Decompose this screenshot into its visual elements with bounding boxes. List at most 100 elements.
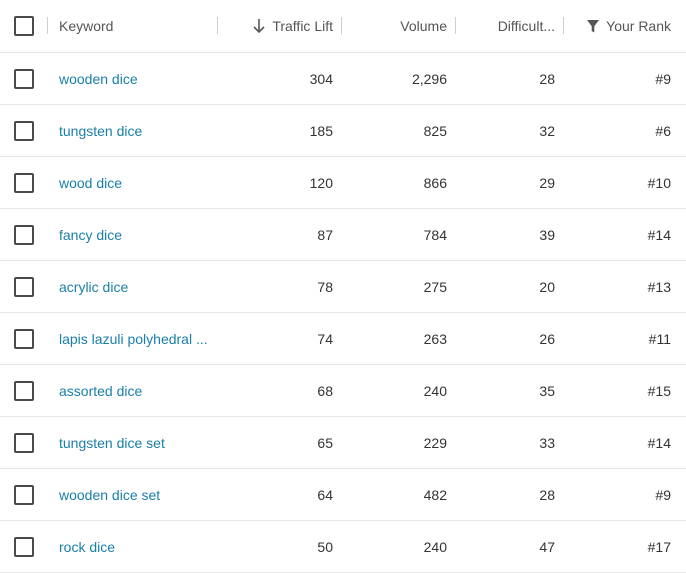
- keyword-cell: rock dice: [59, 521, 214, 572]
- volume-value: 825: [423, 122, 447, 139]
- keyword-link[interactable]: rock dice: [59, 538, 116, 555]
- column-divider[interactable]: [341, 17, 342, 34]
- column-divider[interactable]: [563, 17, 564, 34]
- keyword-link[interactable]: acrylic dice: [59, 278, 129, 295]
- difficulty-value: 39: [539, 226, 555, 243]
- select-all-cell: [14, 0, 34, 52]
- column-header-traffic-lift[interactable]: Traffic Lift: [230, 0, 333, 52]
- row-checkbox[interactable]: [14, 328, 34, 349]
- difficulty-value: 29: [539, 174, 555, 191]
- traffic-lift-value: 68: [317, 382, 333, 399]
- column-divider[interactable]: [47, 17, 48, 34]
- keyword-cell: tungsten dice: [59, 105, 214, 156]
- keyword-link[interactable]: wooden dice: [59, 70, 138, 87]
- column-header-difficulty[interactable]: Difficult...: [456, 0, 555, 52]
- difficulty-value: 28: [539, 486, 555, 503]
- keyword-cell: wooden dice set: [59, 469, 214, 520]
- traffic-lift-value: 87: [317, 226, 333, 243]
- column-header-your-rank-label: Your Rank: [606, 18, 671, 34]
- select-all-checkbox[interactable]: [14, 16, 34, 36]
- table-row: wooden dice set 64 482 28 #9: [0, 469, 686, 521]
- table-row: fancy dice 87 784 39 #14: [0, 209, 686, 261]
- difficulty-value: 20: [539, 278, 555, 295]
- row-checkbox[interactable]: [14, 484, 34, 505]
- table-row: lapis lazuli polyhedral ... 74 263 26 #1…: [0, 313, 686, 365]
- row-checkbox[interactable]: [14, 172, 34, 193]
- traffic-lift-value: 65: [317, 434, 333, 451]
- rank-value: #14: [647, 434, 671, 451]
- row-select-cell: [14, 105, 34, 156]
- column-header-difficulty-label: Difficult...: [497, 18, 555, 34]
- keyword-cell: wood dice: [59, 157, 214, 208]
- traffic-lift-value: 304: [309, 70, 333, 87]
- row-select-cell: [14, 365, 34, 416]
- filter-icon[interactable]: [586, 19, 600, 34]
- column-header-volume-label: Volume: [400, 18, 447, 34]
- row-select-cell: [14, 209, 34, 260]
- keyword-cell: acrylic dice: [59, 261, 214, 312]
- volume-value: 784: [423, 226, 447, 243]
- rank-value: #10: [647, 174, 671, 191]
- row-select-cell: [14, 313, 34, 364]
- column-divider[interactable]: [217, 17, 218, 34]
- row-checkbox[interactable]: [14, 380, 34, 401]
- table-row: assorted dice 68 240 35 #15: [0, 365, 686, 417]
- table-row: rock dice 50 240 47 #17: [0, 521, 686, 573]
- column-header-your-rank[interactable]: Your Rank: [565, 0, 671, 52]
- row-checkbox[interactable]: [14, 224, 34, 245]
- traffic-lift-value: 50: [317, 538, 333, 555]
- table-body: wooden dice 304 2,296 28 #9 tungsten dic…: [0, 53, 686, 573]
- traffic-lift-value: 64: [317, 486, 333, 503]
- row-checkbox[interactable]: [14, 276, 34, 297]
- keyword-cell: lapis lazuli polyhedral ...: [59, 313, 214, 364]
- keyword-link[interactable]: wooden dice set: [59, 486, 161, 503]
- difficulty-value: 33: [539, 434, 555, 451]
- volume-value: 263: [423, 330, 447, 347]
- column-header-keyword-label: Keyword: [59, 18, 114, 34]
- rank-value: #15: [647, 382, 671, 399]
- volume-value: 866: [423, 174, 447, 191]
- column-header-keyword[interactable]: Keyword: [59, 0, 209, 52]
- row-select-cell: [14, 417, 34, 468]
- traffic-lift-value: 74: [317, 330, 333, 347]
- keyword-link[interactable]: wood dice: [59, 174, 123, 191]
- difficulty-value: 28: [539, 70, 555, 87]
- keyword-cell: wooden dice: [59, 53, 214, 104]
- difficulty-value: 35: [539, 382, 555, 399]
- difficulty-value: 47: [539, 538, 555, 555]
- rank-value: #11: [648, 330, 671, 347]
- rank-value: #14: [647, 226, 671, 243]
- keyword-link[interactable]: lapis lazuli polyhedral ...: [59, 330, 208, 347]
- row-select-cell: [14, 157, 34, 208]
- rank-value: #9: [655, 70, 671, 87]
- volume-value: 240: [423, 538, 447, 555]
- difficulty-value: 26: [539, 330, 555, 347]
- keyword-cell: assorted dice: [59, 365, 214, 416]
- keyword-link[interactable]: tungsten dice: [59, 122, 143, 139]
- keyword-link[interactable]: fancy dice: [59, 226, 123, 243]
- keyword-cell: tungsten dice set: [59, 417, 214, 468]
- traffic-lift-value: 185: [309, 122, 333, 139]
- keyword-link[interactable]: assorted dice: [59, 382, 143, 399]
- column-header-traffic-lift-label: Traffic Lift: [272, 18, 333, 34]
- table-row: acrylic dice 78 275 20 #13: [0, 261, 686, 313]
- row-checkbox[interactable]: [14, 536, 34, 557]
- table-row: tungsten dice set 65 229 33 #14: [0, 417, 686, 469]
- row-checkbox[interactable]: [14, 432, 34, 453]
- traffic-lift-value: 120: [309, 174, 333, 191]
- row-checkbox[interactable]: [14, 120, 34, 141]
- table-row: wood dice 120 866 29 #10: [0, 157, 686, 209]
- column-header-volume[interactable]: Volume: [342, 0, 447, 52]
- volume-value: 240: [423, 382, 447, 399]
- rank-value: #17: [647, 538, 671, 555]
- keyword-link[interactable]: tungsten dice set: [59, 434, 165, 451]
- volume-value: 482: [423, 486, 447, 503]
- table-row: wooden dice 304 2,296 28 #9: [0, 53, 686, 105]
- row-checkbox[interactable]: [14, 68, 34, 89]
- volume-value: 275: [423, 278, 447, 295]
- volume-value: 2,296: [411, 70, 447, 87]
- table-header: Keyword Traffic Lift Volume Difficult...: [0, 0, 686, 53]
- row-select-cell: [14, 53, 34, 104]
- column-divider[interactable]: [455, 17, 456, 34]
